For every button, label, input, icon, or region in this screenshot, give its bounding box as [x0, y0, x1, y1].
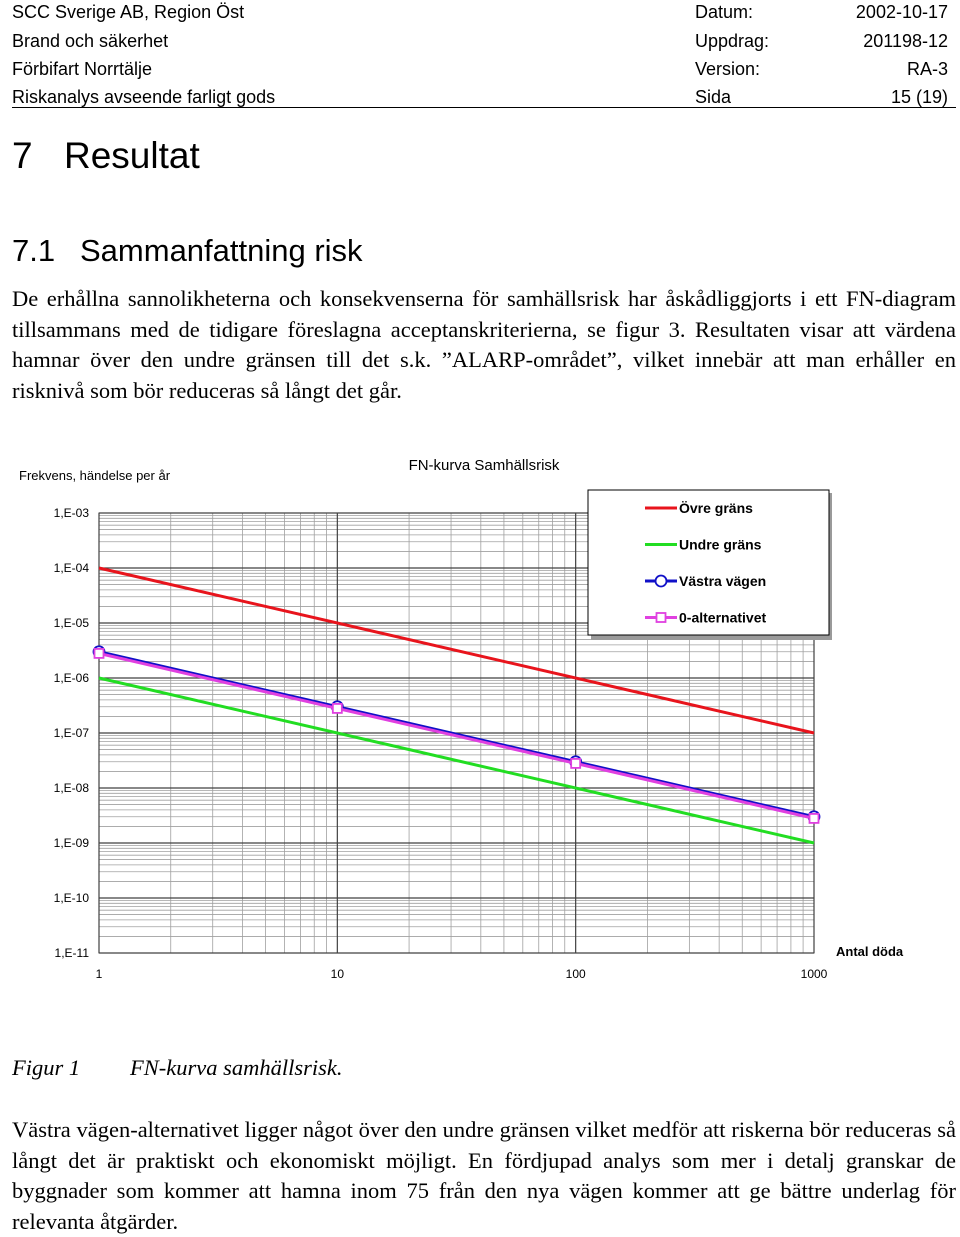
chart-y-ticks: 1,E-03 1,E-04 1,E-05 1,E-06 1,E-07 1,E-08 1,E-… [54, 506, 90, 960]
series-line [98, 650, 815, 819]
header-project: Förbifart Norrtälje [12, 59, 153, 79]
header-row-3: Förbifart Norrtälje Version: RA-3 [12, 57, 948, 86]
section-title: Resultat [64, 135, 200, 176]
subsection-title: Sammanfattning risk [80, 233, 363, 268]
body-paragraph-2: Västra vägen-alternativet ligger något ö… [12, 1117, 956, 1234]
series-point [93, 648, 105, 659]
header-row-2: Brand och säkerhet Uppdrag: 201198-12 [12, 29, 948, 58]
y-tick-label: 1,E-06 [54, 671, 90, 685]
header-document-title: Riskanalys avseende farligt gods [12, 87, 276, 107]
header-rule [12, 107, 956, 108]
legend-label: 0-alternativet [679, 610, 766, 626]
subsection-heading: 7.1 Sammanfattning risk [12, 231, 363, 271]
header-label-date: Datum: [695, 2, 754, 22]
legend-label: Övre gräns [679, 500, 753, 516]
legend-marker [654, 574, 668, 588]
chart-ylabel: Frekvens, händelse per år [19, 468, 171, 483]
y-tick-label: 1,E-07 [54, 726, 90, 740]
header-value-version: RA-3 [906, 59, 948, 79]
section-number: 7 [12, 135, 33, 176]
legend-box [587, 489, 830, 636]
x-tick-label: 1000 [801, 967, 828, 981]
series-line [98, 566, 815, 735]
subsection-number: 7.1 [12, 233, 56, 268]
legend-label: Västra vägen [679, 573, 766, 589]
chart-x-ticks: 1 10 100 1000 [96, 967, 828, 981]
series-point [331, 703, 343, 714]
y-tick-label: 1,E-05 [54, 616, 90, 630]
header-label-assignment: Uppdrag: [695, 31, 770, 51]
header-company: SCC Sverige AB, Region Öst [12, 2, 245, 22]
x-tick-label: 10 [331, 967, 345, 981]
y-tick-label: 1,E-08 [54, 781, 90, 795]
x-tick-label: 100 [566, 967, 586, 981]
header-department: Brand och säkerhet [12, 31, 169, 51]
caption-text: FN-kurva samhällsrisk. [130, 1055, 343, 1080]
header-label-version: Version: [695, 59, 761, 79]
y-tick-label: 1,E-03 [54, 506, 90, 520]
y-tick-label: 1,E-04 [54, 561, 90, 575]
header-value-assignment: 201198-12 [863, 31, 948, 51]
header-row-4: Riskanalys avseende farligt gods Sida 15… [12, 85, 948, 114]
legend-marker [655, 612, 667, 623]
figure-caption: Figur 1 FN-kurva samhällsrisk. [12, 1053, 343, 1083]
header-row-1: SCC Sverige AB, Region Öst Datum: 2002-1… [12, 0, 948, 29]
series-line [98, 676, 815, 845]
series-point [570, 758, 582, 769]
header-value-page: 15 (19) [890, 87, 948, 107]
series-point [808, 813, 820, 824]
header-label-page: Sida [695, 87, 732, 107]
chart-title: FN-kurva Samhällsrisk [409, 457, 560, 474]
chart-series [92, 566, 821, 845]
body-paragraph-1: De erhållna sannolikheterna och konsekve… [12, 286, 956, 403]
y-tick-label: 1,E-11 [55, 946, 90, 960]
series-line [98, 651, 815, 820]
chart-xlabel: Antal döda [836, 944, 904, 959]
y-tick-label: 1,E-10 [54, 891, 90, 905]
y-tick-label: 1,E-09 [54, 836, 90, 850]
x-tick-label: 1 [96, 967, 103, 981]
fn-chart: Frekvens, händelse per år FN-kurva Samhä… [19, 457, 904, 981]
chart-legend: Övre gräns Undre gräns Västra vägen 0-alter… [587, 489, 832, 640]
caption-label: Figur 1 [12, 1055, 81, 1080]
header-value-date: 2002-10-17 [855, 2, 948, 22]
section-heading: 7 Resultat [12, 133, 200, 179]
legend-label: Undre gräns [679, 537, 762, 553]
